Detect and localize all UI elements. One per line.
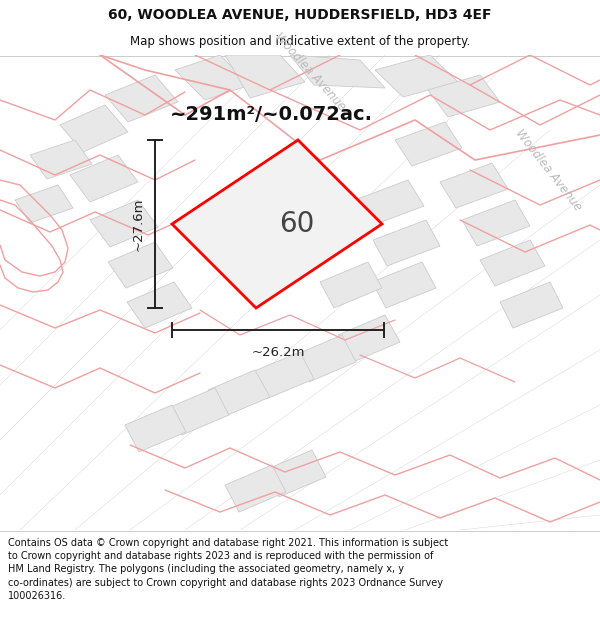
Polygon shape xyxy=(480,240,545,286)
Text: Woodlea Avenue: Woodlea Avenue xyxy=(512,127,584,213)
Polygon shape xyxy=(15,185,73,223)
Polygon shape xyxy=(175,55,250,100)
Polygon shape xyxy=(373,220,440,266)
Polygon shape xyxy=(225,55,305,98)
Polygon shape xyxy=(30,140,92,179)
Polygon shape xyxy=(70,155,138,202)
Polygon shape xyxy=(108,242,173,288)
Polygon shape xyxy=(125,405,186,452)
Polygon shape xyxy=(338,315,400,362)
Polygon shape xyxy=(105,75,178,122)
Text: Contains OS data © Crown copyright and database right 2021. This information is : Contains OS data © Crown copyright and d… xyxy=(8,538,448,601)
Polygon shape xyxy=(290,55,385,88)
Polygon shape xyxy=(295,335,356,382)
Polygon shape xyxy=(375,55,458,97)
Polygon shape xyxy=(320,262,382,308)
Polygon shape xyxy=(395,122,462,166)
Text: ~291m²/~0.072ac.: ~291m²/~0.072ac. xyxy=(170,106,373,124)
Text: 60, WOODLEA AVENUE, HUDDERSFIELD, HD3 4EF: 60, WOODLEA AVENUE, HUDDERSFIELD, HD3 4E… xyxy=(108,8,492,22)
Polygon shape xyxy=(500,282,563,328)
Polygon shape xyxy=(462,200,530,246)
Text: 60: 60 xyxy=(280,210,314,238)
Text: Woodlea Avenue: Woodlea Avenue xyxy=(272,31,348,113)
Polygon shape xyxy=(440,163,508,208)
Polygon shape xyxy=(355,180,424,226)
Polygon shape xyxy=(372,262,436,308)
Polygon shape xyxy=(428,75,500,117)
Polygon shape xyxy=(252,352,314,399)
Polygon shape xyxy=(168,388,229,435)
Polygon shape xyxy=(127,282,192,328)
Text: Map shows position and indicative extent of the property.: Map shows position and indicative extent… xyxy=(130,35,470,48)
Polygon shape xyxy=(172,140,382,308)
Polygon shape xyxy=(225,465,286,512)
Polygon shape xyxy=(60,105,128,152)
Polygon shape xyxy=(90,200,158,247)
Polygon shape xyxy=(208,370,270,417)
Text: ~27.6m: ~27.6m xyxy=(132,198,145,251)
Text: ~26.2m: ~26.2m xyxy=(251,346,305,359)
Polygon shape xyxy=(265,450,326,497)
